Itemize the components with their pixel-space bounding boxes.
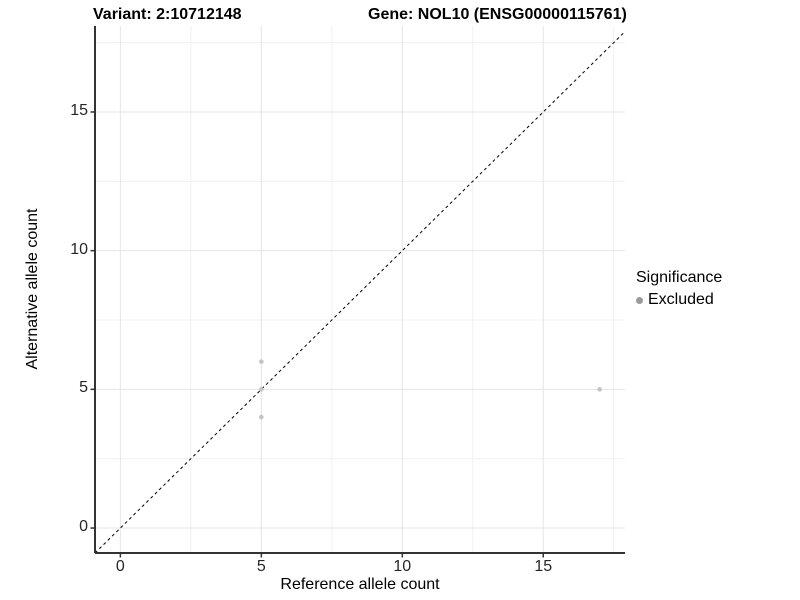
legend-entry-excluded: Excluded [636,291,722,309]
scatter-plot-canvas [90,26,625,558]
x-tick-label: 15 [534,558,553,575]
identity-dashed-line [95,30,625,553]
variant-title: Variant: 2:10712148 [93,6,242,23]
data-point [259,414,264,420]
y-tick-label: 0 [79,518,88,536]
data-point [259,359,264,364]
data-point [259,387,264,392]
x-axis-title: Reference allele count [280,576,440,593]
plot-panel [90,26,625,558]
legend-title: Significance [636,269,723,286]
data-point [597,387,602,392]
x-tick-label: 5 [256,558,266,575]
excluded-point-icon [636,296,643,304]
legend: Significance Excluded [636,269,722,309]
y-tick-label: 10 [70,240,88,258]
y-tick-label: 15 [70,101,88,119]
x-tick-label: 10 [393,558,412,575]
gene-title: Gene: NOL10 (ENSG00000115761) [368,6,627,23]
legend-entry-label: Excluded [648,291,714,308]
x-tick-label: 0 [115,558,125,575]
y-axis-title: Alternative allele count [24,208,41,370]
y-tick-label: 5 [79,379,88,397]
